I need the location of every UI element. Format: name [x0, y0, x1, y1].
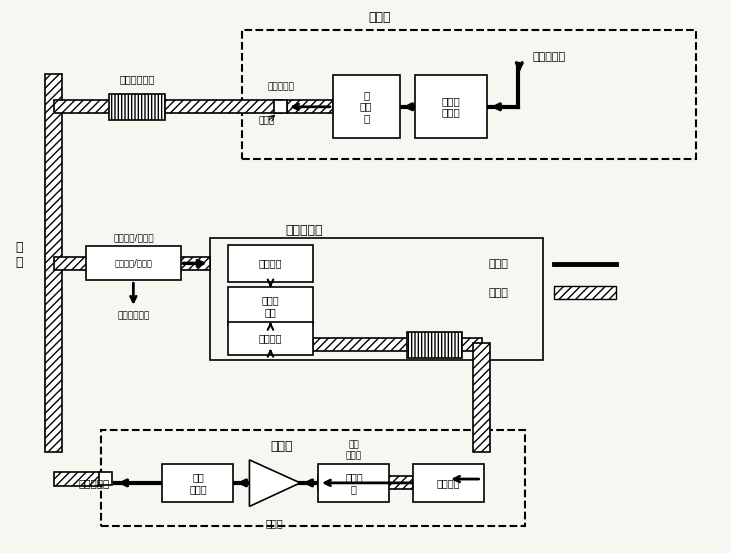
Bar — [99, 472, 113, 485]
Text: 连接器: 连接器 — [259, 116, 275, 125]
Bar — [227, 245, 314, 282]
Polygon shape — [249, 460, 300, 507]
Text: 电信号
驱动器: 电信号 驱动器 — [442, 96, 461, 117]
Text: 光纤分路/合路器: 光纤分路/合路器 — [113, 233, 154, 242]
Bar — [554, 286, 616, 300]
Text: 电放大
判决: 电放大 判决 — [262, 295, 279, 317]
Bar — [53, 100, 282, 113]
Bar — [287, 100, 333, 113]
Bar — [162, 464, 233, 502]
Text: 光放大器: 光放大器 — [436, 478, 460, 488]
Text: 光
调制
器: 光 调制 器 — [360, 90, 373, 123]
Bar — [318, 464, 390, 502]
Text: 光纤耦合器: 光纤耦合器 — [268, 82, 294, 91]
Bar — [227, 322, 314, 355]
Bar — [227, 288, 314, 325]
Bar — [274, 100, 287, 113]
Bar — [473, 343, 491, 452]
Text: 光检测器: 光检测器 — [259, 258, 282, 268]
Bar — [413, 464, 484, 502]
Text: 接收端: 接收端 — [270, 440, 293, 453]
Bar — [448, 472, 482, 486]
Bar — [210, 238, 543, 359]
Text: 电信号: 电信号 — [489, 259, 509, 269]
Bar — [314, 338, 482, 352]
Bar — [414, 75, 488, 138]
Text: 光
缆: 光 缆 — [15, 241, 23, 269]
Text: 放大器: 放大器 — [266, 519, 284, 529]
Text: 发送端: 发送端 — [368, 11, 391, 24]
Text: 电信号输出: 电信号输出 — [79, 478, 110, 488]
Text: 监控告警设备: 监控告警设备 — [117, 311, 149, 320]
Text: 再生中继器: 再生中继器 — [285, 223, 322, 237]
Bar — [86, 246, 181, 280]
Bar — [333, 75, 400, 138]
Bar — [318, 476, 413, 489]
Bar — [110, 93, 164, 120]
Bar — [53, 257, 210, 270]
Text: 光纤分路/合路器: 光纤分路/合路器 — [115, 259, 152, 268]
Text: 信号
判决器: 信号 判决器 — [189, 472, 207, 494]
Text: 光调制器: 光调制器 — [259, 333, 282, 343]
Text: 光信号: 光信号 — [489, 288, 509, 298]
Bar — [53, 472, 101, 486]
Text: 光纤连接器盒: 光纤连接器盒 — [119, 74, 155, 84]
Text: 光解调
器: 光解调 器 — [345, 472, 363, 494]
Text: 电信号输入: 电信号输入 — [532, 52, 566, 62]
Bar — [45, 74, 62, 452]
Text: 光纤
滤波器: 光纤 滤波器 — [346, 441, 362, 460]
Bar — [407, 332, 462, 358]
